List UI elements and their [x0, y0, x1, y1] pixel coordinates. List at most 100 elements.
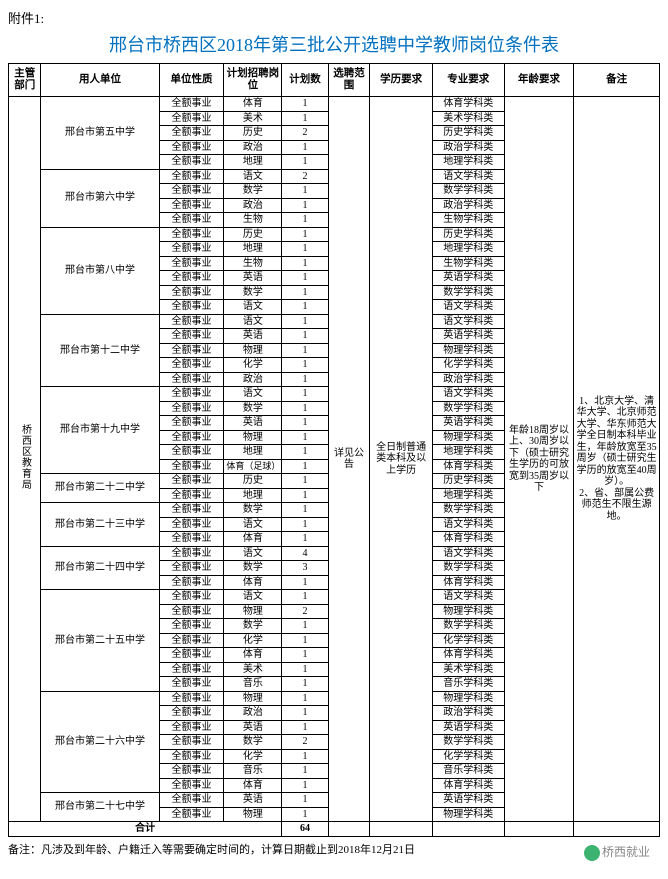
- total-empty-cell: [370, 822, 433, 837]
- post-cell: 美术: [224, 111, 282, 126]
- nature-cell: 全额事业: [159, 126, 224, 141]
- post-cell: 数学: [224, 184, 282, 199]
- major-cell: 体育学科类: [432, 778, 504, 793]
- count-cell: 1: [282, 517, 328, 532]
- th-post: 计划招聘岗位: [224, 64, 282, 97]
- major-cell: 化学学科类: [432, 358, 504, 373]
- th-scope: 选聘范围: [328, 64, 370, 97]
- nature-cell: 全额事业: [159, 155, 224, 170]
- count-cell: 1: [282, 343, 328, 358]
- count-cell: 1: [282, 662, 328, 677]
- count-cell: 1: [282, 401, 328, 416]
- count-cell: 4: [282, 546, 328, 561]
- total-empty-cell: [328, 822, 370, 837]
- count-cell: 1: [282, 256, 328, 271]
- unit-cell: 邢台市第二十二中学: [41, 474, 159, 503]
- major-cell: 物理学科类: [432, 343, 504, 358]
- count-cell: 1: [282, 807, 328, 822]
- th-age: 年龄要求: [504, 64, 574, 97]
- major-cell: 地理学科类: [432, 488, 504, 503]
- count-cell: 1: [282, 706, 328, 721]
- unit-cell: 邢台市第五中学: [41, 97, 159, 170]
- major-cell: 体育学科类: [432, 575, 504, 590]
- th-unit: 用人单位: [41, 64, 159, 97]
- total-empty-cell: [432, 822, 504, 837]
- count-cell: 1: [282, 285, 328, 300]
- count-cell: 1: [282, 314, 328, 329]
- unit-cell: 邢台市第八中学: [41, 227, 159, 314]
- post-cell: 政治: [224, 372, 282, 387]
- nature-cell: 全额事业: [159, 764, 224, 779]
- count-cell: 1: [282, 793, 328, 808]
- post-cell: 化学: [224, 358, 282, 373]
- count-cell: 1: [282, 749, 328, 764]
- post-cell: 语文: [224, 517, 282, 532]
- major-cell: 化学学科类: [432, 633, 504, 648]
- major-cell: 体育学科类: [432, 97, 504, 112]
- major-cell: 政治学科类: [432, 706, 504, 721]
- count-cell: 1: [282, 416, 328, 431]
- major-cell: 政治学科类: [432, 198, 504, 213]
- major-cell: 地理学科类: [432, 155, 504, 170]
- th-major: 专业要求: [432, 64, 504, 97]
- count-cell: 1: [282, 329, 328, 344]
- nature-cell: 全额事业: [159, 648, 224, 663]
- count-cell: 1: [282, 430, 328, 445]
- major-cell: 语文学科类: [432, 590, 504, 605]
- nature-cell: 全额事业: [159, 184, 224, 199]
- count-cell: 1: [282, 184, 328, 199]
- major-cell: 数学学科类: [432, 285, 504, 300]
- major-cell: 语文学科类: [432, 546, 504, 561]
- age-cell: 年龄18周岁以上、30周岁以下（硕士研究生学历的可放宽到35周岁以下: [504, 97, 574, 822]
- nature-cell: 全额事业: [159, 546, 224, 561]
- dept-cell: 桥西区教育局: [9, 97, 41, 822]
- unit-cell: 邢台市第六中学: [41, 169, 159, 227]
- count-cell: 1: [282, 474, 328, 489]
- count-cell: 1: [282, 590, 328, 605]
- unit-cell: 邢台市第十九中学: [41, 387, 159, 474]
- post-cell: 英语: [224, 271, 282, 286]
- count-cell: 1: [282, 503, 328, 518]
- post-cell: 音乐: [224, 764, 282, 779]
- nature-cell: 全额事业: [159, 633, 224, 648]
- brand-text: 桥西就业: [602, 845, 650, 859]
- post-cell: 物理: [224, 430, 282, 445]
- count-cell: 1: [282, 387, 328, 402]
- count-cell: 1: [282, 778, 328, 793]
- major-cell: 语文学科类: [432, 169, 504, 184]
- th-nature: 单位性质: [159, 64, 224, 97]
- post-cell: 化学: [224, 633, 282, 648]
- count-cell: 1: [282, 445, 328, 460]
- count-cell: 1: [282, 227, 328, 242]
- page-title: 邢台市桥西区2018年第三批公开选聘中学教师岗位条件表: [8, 31, 660, 57]
- count-cell: 2: [282, 169, 328, 184]
- post-cell: 政治: [224, 140, 282, 155]
- major-cell: 体育学科类: [432, 459, 504, 474]
- post-cell: 数学: [224, 735, 282, 750]
- nature-cell: 全额事业: [159, 445, 224, 460]
- nature-cell: 全额事业: [159, 256, 224, 271]
- major-cell: 数学学科类: [432, 561, 504, 576]
- post-cell: 数学: [224, 561, 282, 576]
- count-cell: 1: [282, 358, 328, 373]
- unit-cell: 邢台市第二十五中学: [41, 590, 159, 692]
- nature-cell: 全额事业: [159, 662, 224, 677]
- major-cell: 历史学科类: [432, 126, 504, 141]
- major-cell: 物理学科类: [432, 604, 504, 619]
- major-cell: 物理学科类: [432, 807, 504, 822]
- post-cell: 历史: [224, 126, 282, 141]
- nature-cell: 全额事业: [159, 343, 224, 358]
- post-cell: 地理: [224, 155, 282, 170]
- nature-cell: 全额事业: [159, 242, 224, 257]
- post-cell: 数学: [224, 619, 282, 634]
- nature-cell: 全额事业: [159, 285, 224, 300]
- header-row: 主管部门 用人单位 单位性质 计划招聘岗位 计划数 选聘范围 学历要求 专业要求…: [9, 64, 660, 97]
- post-cell: 地理: [224, 445, 282, 460]
- attachment-label: 附件1:: [8, 8, 660, 27]
- unit-cell: 邢台市第二十四中学: [41, 546, 159, 590]
- post-cell: 音乐: [224, 677, 282, 692]
- nature-cell: 全额事业: [159, 213, 224, 228]
- nature-cell: 全额事业: [159, 329, 224, 344]
- major-cell: 语文学科类: [432, 517, 504, 532]
- major-cell: 语文学科类: [432, 300, 504, 315]
